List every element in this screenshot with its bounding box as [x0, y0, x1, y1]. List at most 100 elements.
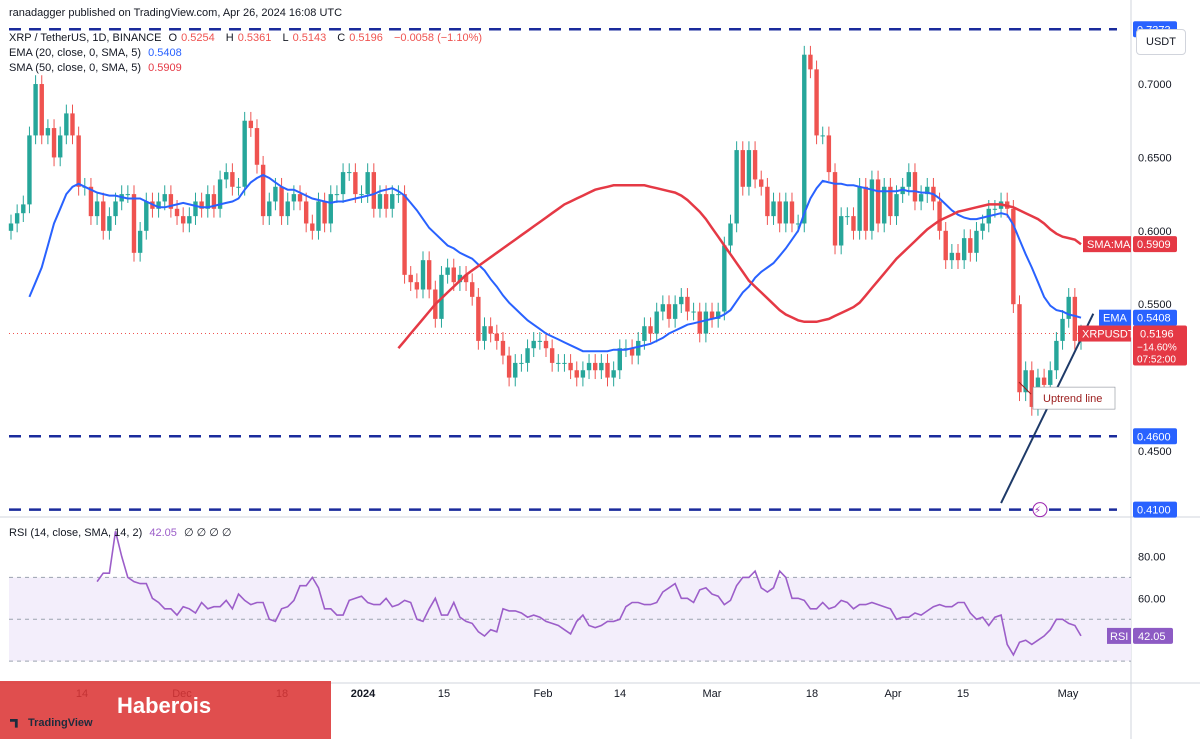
- candle-body: [217, 179, 223, 209]
- sma-name-badge: [1083, 236, 1131, 253]
- candle-body: [832, 172, 838, 246]
- candle-body: [814, 69, 819, 136]
- candle-body: [187, 216, 192, 224]
- candle-body: [537, 340, 543, 342]
- ema-name-label: EMA: [1103, 313, 1128, 325]
- annotation-label: Uptrend line: [1043, 393, 1102, 405]
- candle-body: [636, 340, 641, 356]
- candle-body: [285, 201, 290, 217]
- candle-body: [740, 150, 745, 187]
- candle-body: [408, 274, 413, 283]
- candle-body: [21, 204, 26, 214]
- candle-body: [765, 186, 770, 217]
- candle-body: [875, 179, 881, 224]
- candle-body: [33, 84, 38, 136]
- candle-body: [672, 304, 678, 319]
- candle-body: [568, 362, 573, 371]
- candle-body: [230, 172, 235, 187]
- candle-body: [359, 194, 364, 196]
- candle-body: [426, 260, 432, 290]
- candle-body: [974, 230, 979, 253]
- change-value: −0.0058 (−1.10%): [393, 32, 483, 44]
- candle-body: [168, 194, 174, 209]
- candle-body: [131, 194, 137, 253]
- candle-body: [248, 120, 254, 129]
- ema-legend[interactable]: EMA (20, close, 0, SMA, 5) 0.5408: [9, 47, 186, 59]
- candle-body: [937, 201, 942, 231]
- ema-line: [28, 173, 1082, 353]
- level-badge-label: 0.4600: [1137, 431, 1171, 443]
- time-tick-label: Apr: [884, 688, 901, 700]
- candle-body: [1072, 296, 1078, 341]
- ema-value-label: 0.5408: [1137, 313, 1171, 325]
- candle-body: [463, 274, 469, 283]
- candle-body: [482, 326, 487, 341]
- currency-button[interactable]: USDT: [1136, 29, 1186, 55]
- price-tick-label: 0.5500: [1138, 299, 1172, 311]
- brand-name: Haberois: [117, 693, 212, 718]
- candle-body: [660, 304, 666, 312]
- candle-body: [267, 201, 272, 217]
- candle-body: [476, 296, 481, 341]
- candle-body: [236, 186, 241, 188]
- candle-body: [470, 282, 475, 297]
- ema-value-badge: [1133, 309, 1177, 326]
- symbol-badge: [1078, 325, 1131, 342]
- candle-body: [992, 208, 998, 210]
- candle-body: [390, 194, 395, 209]
- level-badge: [1133, 501, 1177, 518]
- publisher-line: ranadagger published on TradingView.com,…: [9, 7, 343, 19]
- level-badge-label: 0.4100: [1137, 505, 1171, 517]
- ohlc-legend: XRP / TetherUS, 1D, BINANCE O 0.5254 H 0.5…: [9, 32, 486, 44]
- candle-body: [279, 186, 284, 217]
- price-tick-label: 0.4500: [1138, 446, 1172, 458]
- candle-body: [808, 54, 813, 70]
- candle-body: [654, 311, 659, 334]
- rsi-legend-extra: ∅ ∅ ∅ ∅: [183, 527, 232, 539]
- candle-body: [107, 216, 112, 231]
- candle-body: [88, 186, 94, 217]
- sma-legend-value: 0.5909: [148, 62, 182, 74]
- sma-legend[interactable]: SMA (50, close, 0, SMA, 5) 0.5909: [9, 62, 186, 74]
- rsi-value-label: 42.05: [1138, 631, 1166, 643]
- candle-body: [1011, 208, 1016, 305]
- candle-body: [703, 311, 709, 334]
- candle-body: [371, 172, 377, 209]
- rsi-legend[interactable]: RSI (14, close, SMA, 14, 2) 42.05 ∅ ∅ ∅ …: [9, 526, 235, 539]
- candle-body: [648, 326, 653, 334]
- price-tick-label: 0.6500: [1138, 152, 1172, 164]
- rsi-tick-label: 60.00: [1138, 593, 1166, 605]
- candle-body: [242, 120, 247, 187]
- candle-body: [519, 362, 524, 364]
- candle-body: [531, 340, 536, 349]
- tradingview-logo-text: TradingView: [28, 717, 93, 729]
- candle-body: [525, 348, 530, 363]
- time-tick-label: 14: [614, 688, 626, 700]
- candle-body: [322, 201, 327, 224]
- candle-body: [611, 370, 616, 378]
- tradingview-logo[interactable]: TradingView: [10, 717, 93, 729]
- candle-body: [863, 186, 868, 231]
- tradingview-logo-icon: [10, 718, 18, 728]
- candle-body: [144, 201, 149, 231]
- candle-body: [101, 201, 106, 231]
- candle-body: [685, 296, 690, 312]
- candle-body: [260, 164, 266, 217]
- candle-body: [599, 362, 604, 371]
- candle-body: [457, 274, 463, 283]
- high-label: H: [225, 32, 234, 44]
- candles-group: [8, 45, 1084, 416]
- symbol-title[interactable]: XRP / TetherUS, 1D, BINANCE: [9, 32, 162, 44]
- candle-body: [851, 216, 856, 231]
- candle-body: [709, 311, 715, 319]
- alert-bolt-icon: [1032, 502, 1048, 518]
- candle-body: [586, 362, 592, 371]
- candle-body: [180, 216, 186, 224]
- candle-body: [353, 172, 358, 195]
- candle-body: [162, 194, 167, 202]
- candle-body: [291, 194, 297, 202]
- candle-body: [76, 135, 81, 187]
- candle-body: [27, 135, 32, 205]
- candle-body: [955, 252, 961, 261]
